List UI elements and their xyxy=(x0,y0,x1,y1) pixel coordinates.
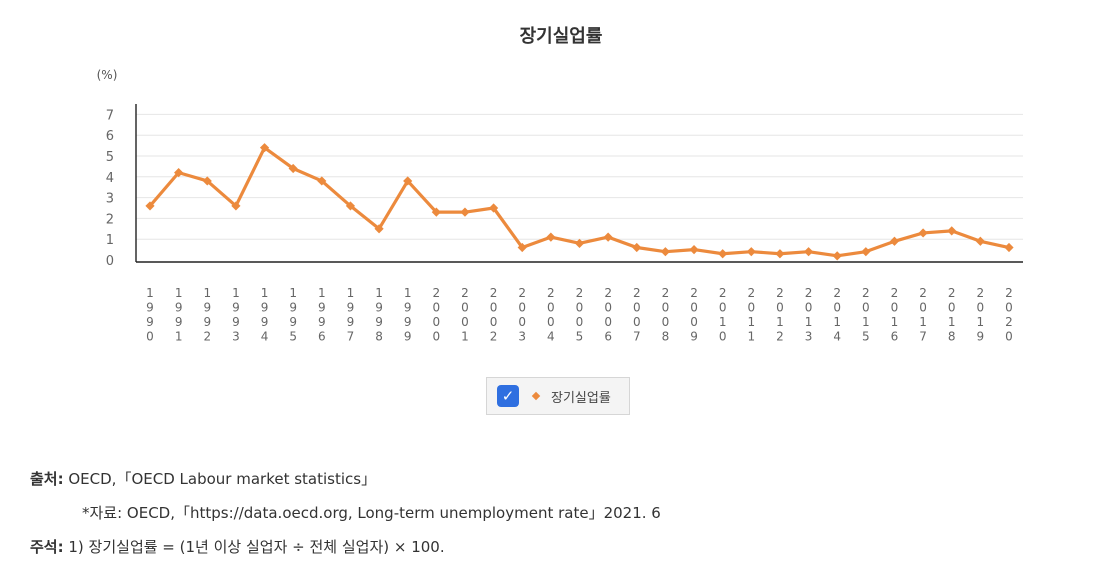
data-source-note: *자료: OECD,「https://data.oecd.org, Long-t… xyxy=(82,504,661,522)
source-note: 출처: OECD,「OECD Labour market statistics」 xyxy=(30,462,661,496)
data-point[interactable] xyxy=(1004,242,1014,253)
data-point[interactable] xyxy=(803,247,814,257)
data-point[interactable] xyxy=(975,236,985,246)
data-point[interactable] xyxy=(460,207,470,217)
y-tick-label: 6 xyxy=(106,129,114,144)
data-point[interactable] xyxy=(202,176,212,186)
data-point[interactable] xyxy=(632,242,642,253)
data-point[interactable] xyxy=(660,247,670,257)
data-point[interactable] xyxy=(746,247,756,257)
data-point[interactable] xyxy=(259,143,270,153)
data-point[interactable] xyxy=(947,226,957,236)
legend-checkbox-icon[interactable]: ✓ xyxy=(497,385,519,407)
data-point[interactable] xyxy=(718,249,728,259)
notes: 출처: OECD,「OECD Labour market statistics」… xyxy=(30,462,661,564)
y-unit-label: (%) xyxy=(97,68,118,82)
remark-note: 주석: 1) 장기실업률 = (1년 이상 실업자 ÷ 전체 실업자) × 10… xyxy=(30,530,661,564)
data-point[interactable] xyxy=(546,232,556,242)
data-point[interactable] xyxy=(889,236,900,246)
legend-diamond-marker-icon xyxy=(531,391,541,401)
source-text: OECD,「OECD Labour market statistics」 xyxy=(63,470,377,488)
data-point[interactable] xyxy=(832,251,842,261)
y-tick-label: 1 xyxy=(106,233,114,248)
data-point[interactable] xyxy=(288,163,298,174)
y-tick-label: 4 xyxy=(106,171,114,186)
chart-title: 장기실업률 xyxy=(520,26,603,47)
y-tick-label: 2 xyxy=(106,212,114,227)
legend: ✓ 장기실업률 xyxy=(486,377,630,415)
y-tick-label: 5 xyxy=(106,150,114,165)
data-point[interactable] xyxy=(145,201,155,211)
legend-label: 장기실업률 xyxy=(551,390,611,406)
data-point[interactable] xyxy=(574,238,585,248)
y-tick-label: 0 xyxy=(106,254,114,269)
data-point[interactable] xyxy=(317,176,327,186)
data-point[interactable] xyxy=(431,207,441,217)
y-tick-label: 3 xyxy=(106,192,114,207)
data-point[interactable] xyxy=(603,232,613,242)
y-tick-label: 7 xyxy=(106,108,114,123)
data-point[interactable] xyxy=(374,224,384,234)
data-point[interactable] xyxy=(489,203,499,213)
remark-text: 1) 장기실업률 = (1년 이상 실업자 ÷ 전체 실업자) × 100. xyxy=(63,538,445,556)
data-point[interactable] xyxy=(174,168,184,178)
chart: 장기실업률 (%) 0 1 2 3 4 5 6 7 1 9 9 0 1 9 9 1 1 9 9 2 1 9 9 3 1 9 9 4 1… xyxy=(97,26,1023,344)
remark-label: 주석: xyxy=(30,538,64,556)
data-point[interactable] xyxy=(689,245,699,255)
data-point[interactable] xyxy=(861,247,871,257)
data-point[interactable] xyxy=(775,249,785,259)
source-label: 출처: xyxy=(30,470,64,488)
data-point[interactable] xyxy=(345,201,356,211)
data-point[interactable] xyxy=(231,201,241,211)
data-point[interactable] xyxy=(403,176,413,186)
data-point[interactable] xyxy=(517,242,527,253)
data-point[interactable] xyxy=(918,228,928,238)
